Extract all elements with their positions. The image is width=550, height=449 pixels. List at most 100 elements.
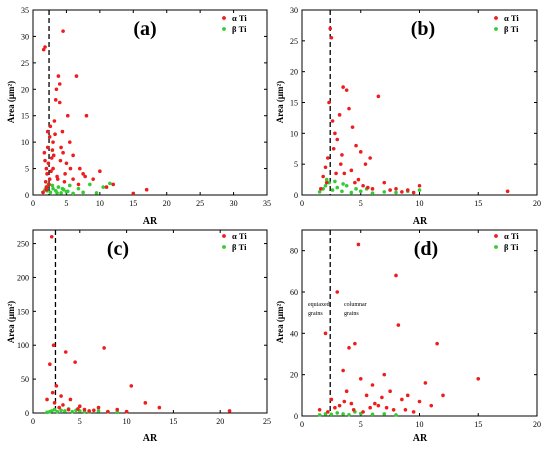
panel-a-beta-point xyxy=(51,186,55,191)
panel-b-alpha-point xyxy=(334,171,338,176)
panel-a-beta-point xyxy=(50,183,55,188)
panel-d-alpha-point xyxy=(368,405,372,410)
panel-b-alpha-point xyxy=(347,106,351,111)
panel-a-xtick-label: 10 xyxy=(96,199,104,208)
panel-d-alpha-point xyxy=(333,405,337,410)
panel-c-alpha-point xyxy=(102,346,106,350)
panel-c-legend-beta-marker xyxy=(222,245,226,249)
panel-a-xtick-label: 35 xyxy=(263,199,271,208)
panel-a-legend: α Ti β Ti xyxy=(222,13,247,34)
panel-b-alpha-point xyxy=(394,187,398,191)
panel-a-alpha-point xyxy=(41,190,45,195)
panel-a-alpha-point xyxy=(98,169,102,174)
panel-d-legend-beta-label: β Ti xyxy=(504,242,519,252)
panel-c-alpha-point xyxy=(54,384,59,388)
panel-b-alpha-point xyxy=(505,189,510,194)
panel-d-alpha-point xyxy=(347,346,351,350)
panel-a-alpha-point xyxy=(144,187,149,192)
panel-c-legend-beta-label: β Ti xyxy=(232,242,247,252)
panel-b-beta-point xyxy=(349,190,354,195)
panel-b-xlabel: AR xyxy=(413,216,428,227)
panel-a-legend-alpha-label: α Ti xyxy=(232,13,247,23)
panel-d-label: (d) xyxy=(414,238,438,260)
panel-d-annotation-columnar-line1: columnar xyxy=(344,302,367,308)
panel-c-beta-point xyxy=(70,409,75,414)
panel-d-beta-point xyxy=(382,412,387,416)
panel-b-alpha-point xyxy=(341,85,345,89)
panel-c-xtick-label: 25 xyxy=(263,417,271,426)
panel-a-alpha-point xyxy=(54,87,59,92)
panel-b-alpha-point xyxy=(329,35,334,40)
panel-a-alpha-point xyxy=(83,174,87,179)
panel-a-alpha-point xyxy=(60,129,65,134)
panel-d-ytick-label: 40 xyxy=(290,329,298,338)
panel-d-alpha-point xyxy=(396,323,401,327)
panel-b-ytick-label: 30 xyxy=(290,6,298,15)
panel-d-ytick-label: 20 xyxy=(290,371,298,380)
panel-d-alpha-point xyxy=(317,408,322,412)
panel-c-xlabel: AR xyxy=(143,433,158,444)
panel-a-beta-point xyxy=(59,191,63,195)
panel-a-xtick-label: 0 xyxy=(31,199,35,208)
panel-c-alpha-point xyxy=(49,234,54,239)
panel-c-beta-point xyxy=(59,408,63,413)
panel-b-ytick-label: 5 xyxy=(294,160,298,169)
panel-a-xtick-label: 25 xyxy=(196,199,204,208)
panel-c-alpha-point xyxy=(73,360,77,364)
panel-c-alpha-point xyxy=(143,401,148,405)
panel-d-alpha-point xyxy=(358,377,363,381)
panel-a-xlabel: AR xyxy=(143,216,158,227)
panel-a-alpha-point xyxy=(47,182,51,187)
panel-a-alpha-point xyxy=(59,145,63,150)
panel-a-alpha-point xyxy=(78,166,82,171)
panel-c-alpha-point xyxy=(227,409,232,413)
panel-a-alpha-point xyxy=(111,182,116,187)
panel-c-ytick-label: 250 xyxy=(17,240,29,249)
panel-b-alpha-point xyxy=(354,143,358,148)
panel-c-alpha-point xyxy=(129,384,134,388)
panel-b-beta-point xyxy=(335,185,340,190)
panel-c-alpha-point xyxy=(57,405,62,410)
panel-a-beta-point xyxy=(88,182,92,187)
panel-b-legend-beta-marker xyxy=(494,27,498,31)
panel-a-beta-point xyxy=(55,191,59,195)
panel-a-ytick-label: 0 xyxy=(25,191,29,200)
panel-c-alpha-point xyxy=(115,407,120,412)
panel-c-alpha-point xyxy=(50,390,55,395)
panel-d-annotation-columnar-line2: grains xyxy=(344,311,359,317)
panel-b-legend: α Ti β Ti xyxy=(494,13,519,34)
panel-c-alpha-point xyxy=(45,397,49,402)
panel-b-alpha-point xyxy=(328,26,333,31)
panel-b-alpha-point xyxy=(358,150,363,154)
panel-c-xtick-label: 15 xyxy=(169,417,177,426)
panel-a-alpha-point xyxy=(51,153,56,158)
panel-c-alpha-point xyxy=(63,350,68,354)
panel-a-ylabel: Area (μm²) xyxy=(6,81,16,123)
panel-a-beta-point xyxy=(48,190,53,195)
panel-d-xtick-label: 0 xyxy=(300,420,304,429)
panel-d-alpha-point xyxy=(403,408,408,412)
panel-a-alpha-point xyxy=(51,166,55,171)
panel-d-xtick-label: 15 xyxy=(474,420,482,429)
panel-a-alpha-point xyxy=(71,153,75,158)
panel-c-xtick-label: 0 xyxy=(31,417,35,426)
panel-a-alpha-point xyxy=(49,169,53,174)
panel-d-alpha-point xyxy=(391,408,396,412)
panel-a-xtick-label: 30 xyxy=(230,199,238,208)
panel-d-alpha-point xyxy=(417,399,422,404)
panel-a-ytick-label: 10 xyxy=(21,138,29,147)
panel-d-beta-point xyxy=(329,412,334,417)
panel-a-alpha-point xyxy=(58,158,63,163)
panel-d-legend-beta-marker xyxy=(494,245,498,249)
panel-b-legend-alpha-label: α Ti xyxy=(504,13,519,23)
panel-c-alpha-point xyxy=(82,407,87,412)
panel-a-alpha-point xyxy=(53,98,58,102)
panel-d: 0 5 10 15 20 0 20 40 60 80 (d) α Ti β Ti equiaxed… xyxy=(275,229,541,444)
panel-d-beta-point xyxy=(323,412,328,416)
panel-d-beta-point xyxy=(370,412,375,417)
panel-a-alpha-point xyxy=(57,82,62,86)
panel-b-ytick-label: 20 xyxy=(290,68,298,77)
panel-a-alpha-point xyxy=(45,129,50,134)
